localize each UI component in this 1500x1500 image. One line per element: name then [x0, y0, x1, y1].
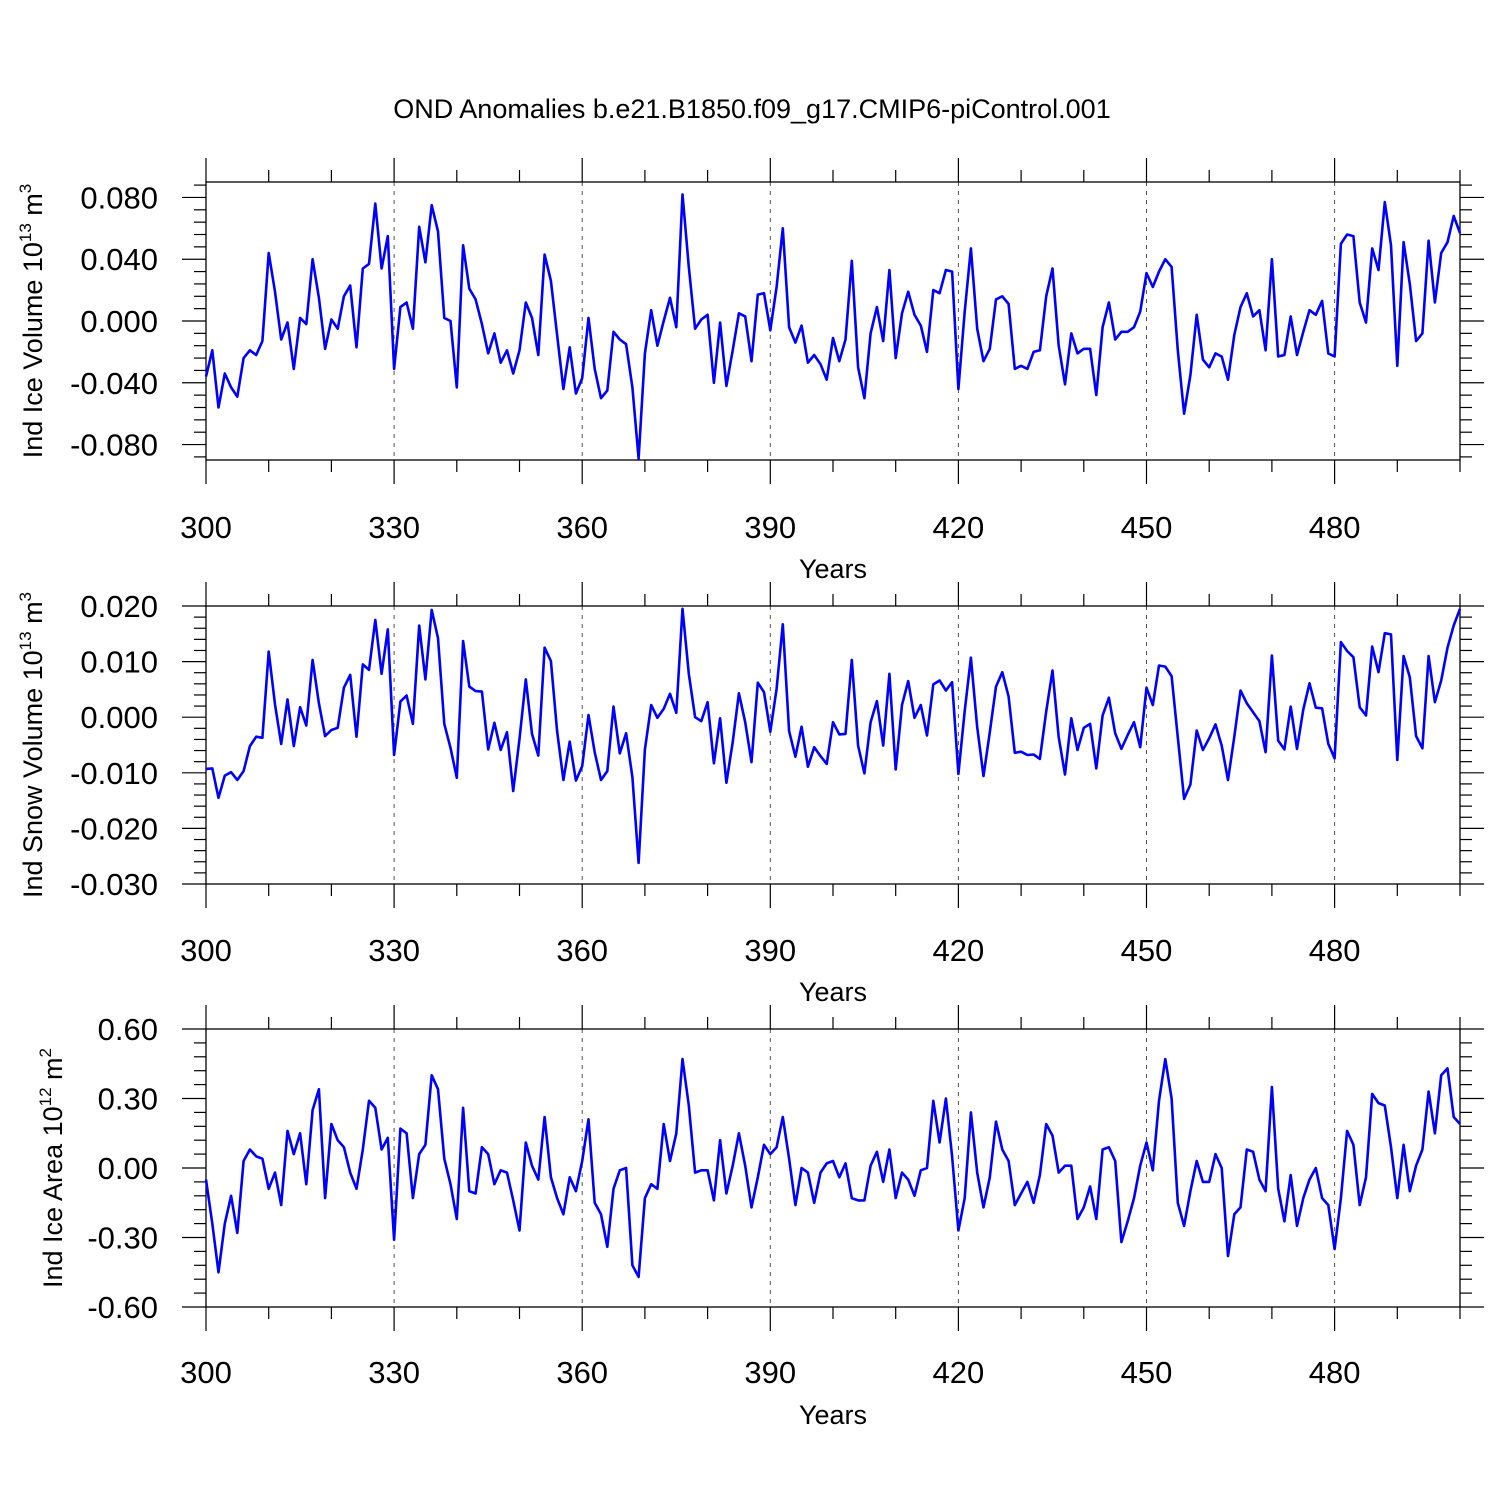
x-tick-label: 360 — [556, 510, 608, 545]
y-axis-label-superscript: 12 — [36, 1087, 55, 1106]
x-tick-label: 300 — [180, 933, 232, 968]
x-tick-label: 450 — [1121, 510, 1173, 545]
y-axis-label: Ind Ice Volume 1013 m3 — [16, 184, 48, 459]
y-axis-label-superscript: 13 — [16, 631, 35, 650]
y-tick-label: -0.040 — [70, 366, 158, 401]
y-axis-label-superscript: 2 — [36, 1048, 55, 1057]
x-tick-label: 300 — [180, 1355, 232, 1390]
x-tick-label: 390 — [744, 933, 796, 968]
y-tick-label: -0.080 — [70, 428, 158, 463]
y-axis-label-text: Ind Ice Area 10 — [38, 1106, 68, 1288]
series-line-ind-ice-volume — [204, 193, 1462, 460]
y-axis-label-superscript: 13 — [16, 223, 35, 242]
series-line-ind-ice-area — [204, 1057, 1461, 1279]
y-axis-label: Ind Ice Area 1012 m2 — [36, 1048, 68, 1288]
y-tick-label: -0.020 — [70, 811, 158, 846]
x-axis-label: Years — [799, 1400, 867, 1430]
y-tick-label: 0.020 — [80, 589, 158, 624]
x-tick-label: 300 — [180, 510, 232, 545]
panels: 300 330 360 390 420 450 480 0.080 0.040 0.000 -0.0… — [16, 158, 1484, 1430]
x-axis-label: Years — [799, 554, 867, 584]
x-tick-label: 390 — [744, 510, 796, 545]
x-tick-label: 360 — [556, 1355, 608, 1390]
x-axis-label: Years — [799, 977, 867, 1007]
y-axis-label-text: m — [38, 1057, 68, 1087]
y-axis-label-text: Ind Ice Volume 10 — [18, 242, 48, 458]
y-axis-label-text: m — [18, 601, 48, 631]
y-axis-label: Ind Snow Volume 1013 m3 — [16, 592, 48, 898]
series-line-ind-snow-volume — [205, 607, 1462, 865]
y-tick-label: 0.000 — [80, 304, 158, 339]
figure-title: OND Anomalies b.e21.B1850.f09_g17.CMIP6-… — [393, 94, 1110, 124]
y-tick-label: -0.30 — [87, 1221, 158, 1256]
x-tick-label: 420 — [933, 1355, 985, 1390]
x-tick-label: 330 — [368, 933, 420, 968]
y-tick-label: -0.030 — [70, 867, 158, 902]
y-tick-label: 0.30 — [98, 1082, 158, 1117]
x-tick-label: 480 — [1309, 933, 1361, 968]
y-axis-label-text: Ind Snow Volume 10 — [18, 650, 48, 898]
y-tick-label: 0.080 — [80, 180, 158, 215]
x-tick-label: 480 — [1309, 510, 1361, 545]
panel-1: 300 330 360 390 420 450 480 0.080 0.040 0.000 -0.0… — [16, 158, 1484, 584]
y-tick-label: 0.00 — [98, 1151, 158, 1186]
x-tick-label: 450 — [1121, 1355, 1173, 1390]
x-tick-label: 330 — [368, 510, 420, 545]
x-tick-label: 420 — [933, 510, 985, 545]
y-tick-label: 0.040 — [80, 242, 158, 277]
panel-3: 300 330 360 390 420 450 480 0.60 0.30 0.00 -0.30 -0… — [36, 1005, 1484, 1430]
x-tick-label: 390 — [744, 1355, 796, 1390]
x-tick-label: 330 — [368, 1355, 420, 1390]
y-tick-label: 0.000 — [80, 700, 158, 735]
x-tick-label: 360 — [556, 933, 608, 968]
y-tick-label: 0.010 — [80, 645, 158, 680]
y-tick-label: -0.010 — [70, 756, 158, 791]
y-tick-label: -0.60 — [87, 1290, 158, 1325]
y-axis-label-superscript: 3 — [16, 592, 35, 601]
y-tick-label: 0.60 — [98, 1012, 158, 1047]
y-axis-label-superscript: 3 — [16, 184, 35, 193]
panel-2: 300 330 360 390 420 450 480 0.020 0.010 0.000 -0.0… — [16, 582, 1484, 1007]
y-axis-label-text: m — [18, 193, 48, 223]
x-tick-label: 420 — [933, 933, 985, 968]
x-tick-label: 480 — [1309, 1355, 1361, 1390]
x-tick-label: 450 — [1121, 933, 1173, 968]
